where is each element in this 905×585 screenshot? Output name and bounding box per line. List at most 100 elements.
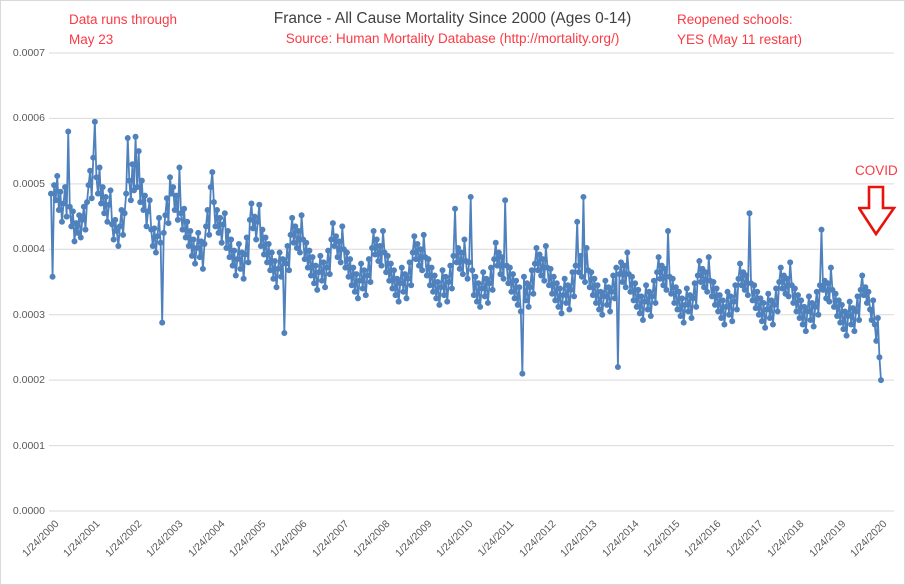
- data-point: [826, 298, 833, 305]
- data-point: [697, 279, 704, 285]
- data-point: [820, 286, 827, 293]
- data-point: [412, 256, 419, 263]
- data-point: [292, 223, 299, 230]
- data-point: [600, 293, 607, 300]
- data-point: [52, 197, 59, 204]
- data-point: [135, 148, 142, 155]
- data-point: [279, 256, 286, 263]
- data-point: [329, 220, 336, 227]
- data-point: [513, 277, 520, 284]
- data-point: [846, 298, 853, 305]
- data-point: [815, 311, 822, 318]
- data-point: [793, 308, 800, 315]
- data-point: [276, 249, 283, 256]
- data-point: [567, 286, 574, 293]
- data-point: [350, 264, 357, 271]
- data-point: [466, 259, 473, 266]
- data-point: [854, 293, 861, 300]
- data-point: [203, 223, 210, 230]
- data-point: [754, 288, 761, 295]
- data-point: [713, 285, 720, 292]
- data-point: [727, 293, 734, 300]
- data-point: [619, 279, 626, 285]
- data-point: [752, 305, 759, 312]
- data-point: [516, 284, 523, 291]
- data-point: [303, 239, 310, 246]
- data-point: [384, 252, 391, 259]
- data-point: [873, 337, 880, 344]
- data-point: [722, 303, 729, 310]
- data-point: [193, 244, 200, 251]
- data-point: [162, 212, 169, 219]
- data-point: [224, 227, 231, 234]
- data-point: [441, 292, 448, 299]
- data-point: [439, 267, 446, 274]
- data-point: [486, 280, 493, 287]
- data-point: [434, 279, 441, 285]
- data-point: [343, 249, 350, 256]
- data-point: [248, 200, 255, 207]
- data-point: [470, 292, 477, 299]
- data-point: [403, 295, 410, 302]
- data-point: [694, 272, 701, 279]
- data-point: [488, 264, 495, 271]
- data-point: [509, 271, 516, 278]
- data-point: [160, 229, 167, 236]
- data-point: [431, 272, 438, 279]
- series-line: [50, 121, 882, 381]
- data-point: [448, 285, 455, 292]
- data-point: [217, 214, 224, 221]
- data-point: [250, 225, 257, 232]
- data-point: [791, 285, 798, 292]
- data-point: [469, 267, 476, 274]
- data-point: [505, 280, 512, 287]
- data-point: [838, 301, 845, 308]
- data-point: [558, 310, 565, 317]
- data-point: [397, 280, 404, 287]
- data-point: [461, 236, 468, 243]
- data-point: [497, 271, 504, 278]
- data-point: [228, 236, 235, 243]
- annotation-reopened-line1: Reopened schools:: [677, 12, 793, 27]
- data-point: [650, 277, 657, 284]
- data-point: [571, 293, 578, 300]
- data-point: [409, 249, 416, 256]
- data-point: [580, 193, 587, 200]
- data-point: [419, 267, 426, 274]
- data-point: [737, 260, 744, 267]
- data-point: [795, 292, 801, 299]
- data-point: [629, 273, 635, 280]
- data-point: [262, 234, 269, 241]
- data-point: [231, 247, 238, 254]
- data-point: [94, 190, 101, 197]
- data-point: [140, 207, 147, 214]
- data-point: [234, 256, 241, 263]
- data-point: [450, 252, 457, 259]
- data-point: [71, 238, 78, 245]
- data-point: [237, 265, 244, 272]
- data-point: [428, 264, 435, 271]
- data-point: [229, 262, 236, 269]
- data-point: [491, 256, 498, 263]
- data-point: [54, 173, 61, 180]
- data-point: [348, 282, 355, 289]
- data-point: [290, 239, 297, 246]
- data-point: [492, 239, 499, 246]
- data-point: [323, 264, 330, 271]
- data-point: [589, 292, 596, 299]
- data-point: [500, 275, 507, 282]
- data-point: [769, 321, 776, 328]
- data-point: [383, 269, 390, 276]
- data-point: [345, 273, 352, 280]
- data-point: [126, 177, 133, 184]
- data-point: [99, 184, 106, 191]
- data-point: [167, 174, 174, 181]
- data-point: [502, 197, 509, 204]
- data-point: [253, 236, 260, 243]
- data-point: [430, 288, 437, 295]
- data-point: [729, 318, 736, 325]
- data-point: [101, 210, 108, 217]
- data-point: [478, 285, 485, 292]
- data-point: [710, 279, 717, 285]
- data-point: [195, 229, 202, 236]
